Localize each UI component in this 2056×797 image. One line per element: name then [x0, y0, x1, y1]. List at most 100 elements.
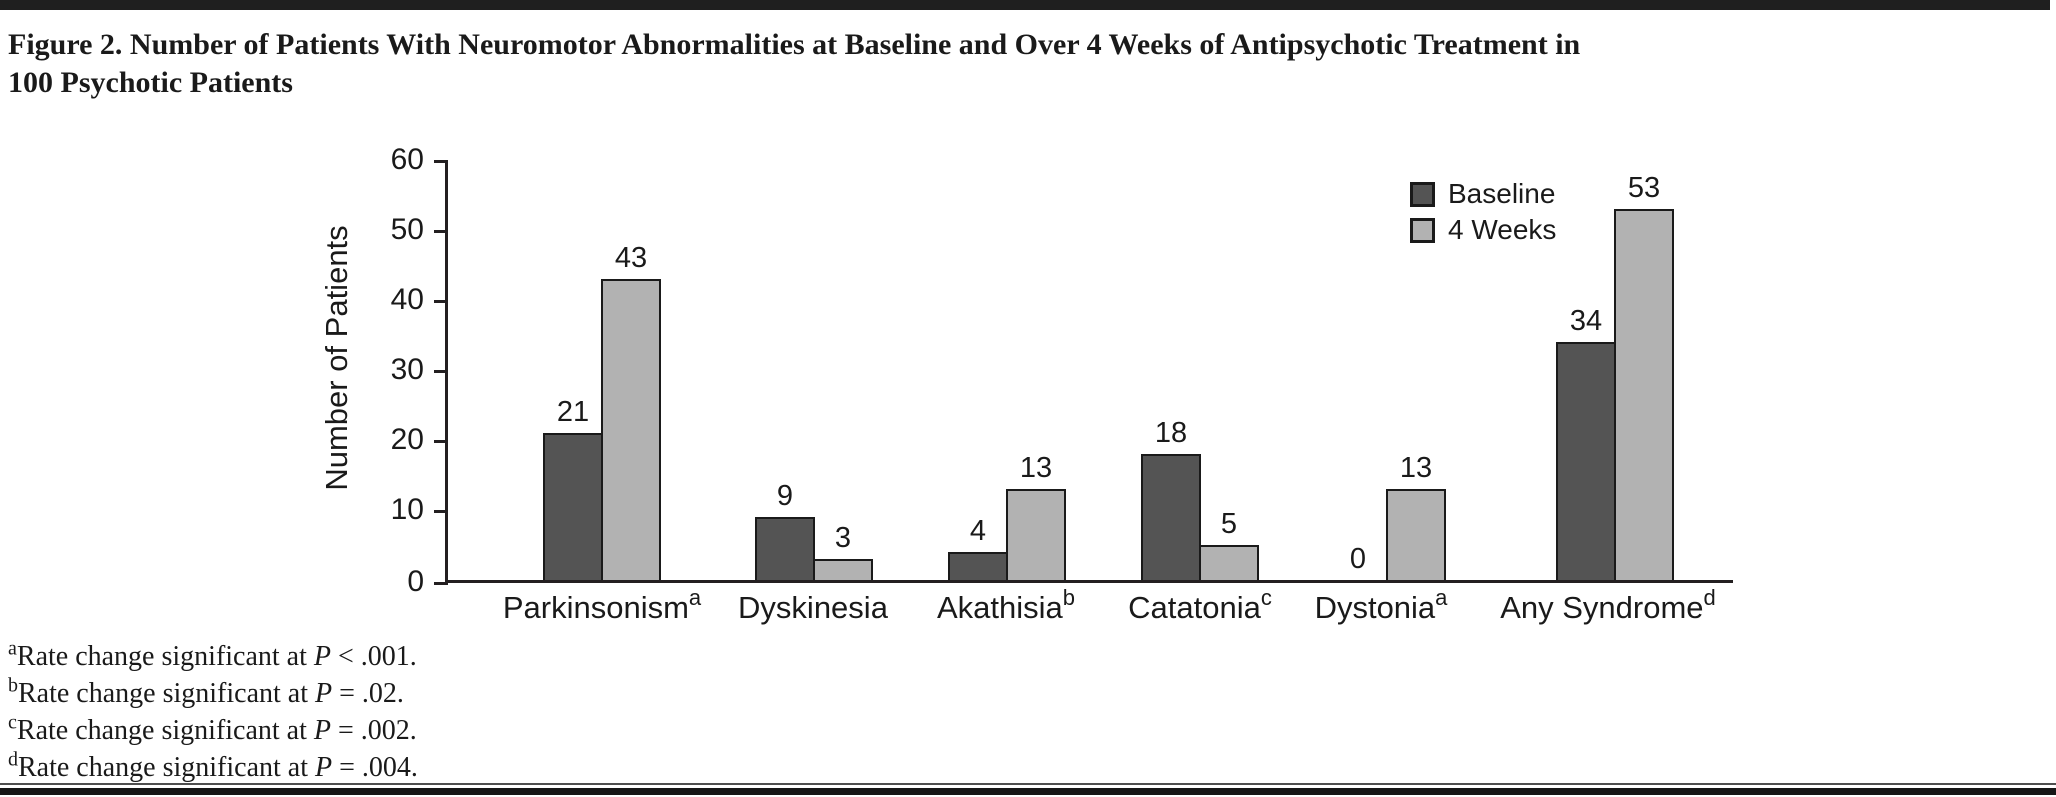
y-tick-label: 50	[390, 212, 424, 246]
footnotes: aRate change significant at P < .001. bR…	[8, 638, 418, 786]
footnote-pvalue: = .02.	[332, 678, 404, 709]
bar-value-label: 43	[614, 242, 648, 274]
bar-group-catatonia: 18 5	[1141, 419, 1259, 580]
baseline-bar	[755, 517, 815, 580]
category-footnote-marker: d	[1703, 584, 1716, 610]
bar-baseline-dyskinesia: 9	[755, 482, 815, 580]
bar-value-label: 9	[776, 480, 794, 512]
footnote-a: aRate change significant at P < .001.	[8, 638, 418, 675]
baseline-bar	[1141, 454, 1201, 580]
footnote-pvalue: < .001.	[331, 641, 417, 672]
4weeks-bar	[601, 279, 661, 580]
y-tick-mark	[434, 370, 448, 373]
y-axis-label: Number of Patients	[319, 225, 354, 491]
bar-4weeks-dyskinesia: 3	[813, 524, 873, 580]
bar-baseline-catatonia: 18	[1141, 419, 1201, 580]
y-tick-mark	[434, 160, 448, 163]
y-tick-label: 20	[390, 422, 424, 456]
footnote-c: cRate change significant at P = .002.	[8, 712, 418, 749]
bar-value-label: 5	[1220, 508, 1238, 540]
footnote-pvalue: = .002.	[331, 715, 417, 746]
y-tick-mark	[434, 510, 448, 513]
legend-label-baseline: Baseline	[1448, 178, 1556, 209]
x-label-any-syndrome: Any Syndromed	[1448, 586, 1768, 626]
footnote-b: bRate change significant at P = .02.	[8, 675, 418, 712]
bar-value-label: 34	[1569, 305, 1603, 337]
legend-swatch-baseline	[1410, 181, 1435, 207]
bar-4weeks-dystonia: 13	[1386, 454, 1446, 580]
figure-title: Figure 2. Number of Patients With Neurom…	[8, 28, 1581, 99]
bar-value-label: 13	[1019, 452, 1053, 484]
footnote-text: Rate change significant at	[18, 678, 315, 709]
x-label-catatonia: Catatoniac	[1040, 586, 1360, 626]
category-footnote-marker: b	[1062, 584, 1076, 610]
footnote-text: Rate change significant at	[18, 752, 315, 783]
bar-4weeks-catatonia: 5	[1199, 510, 1259, 580]
top-rule	[0, 0, 2050, 10]
y-tick-label: 60	[390, 142, 424, 176]
bar-value-label: 18	[1154, 417, 1188, 449]
y-tick-label: 40	[390, 282, 424, 316]
footnote-marker: d	[8, 748, 18, 771]
bar-4weeks-any-syndrome: 53	[1614, 174, 1674, 580]
4weeks-bar	[1006, 489, 1066, 580]
footnote-marker: a	[8, 637, 17, 660]
category-text: Akathisia	[936, 590, 1063, 625]
baseline-bar	[1556, 342, 1616, 580]
x-label-akathisia: Akathisiab	[846, 586, 1166, 626]
4weeks-bar	[1614, 209, 1674, 580]
p-symbol: P	[315, 678, 333, 709]
bar-baseline-dystonia: 0	[1328, 545, 1388, 580]
y-tick-mark	[434, 230, 448, 233]
category-text: Dyskinesia	[738, 590, 888, 625]
bar-4weeks-akathisia: 13	[1006, 454, 1066, 580]
bar-baseline-any-syndrome: 34	[1556, 307, 1616, 580]
y-tick-label: 0	[407, 564, 424, 598]
bar-group-any-syndrome: 34 53	[1556, 174, 1674, 580]
x-label-dystonia: Dystoniaa	[1221, 586, 1541, 626]
category-text: Parkinsonism	[502, 590, 689, 625]
category-footnote-marker: c	[1260, 584, 1272, 610]
x-label-dyskinesia: Dyskinesia	[653, 590, 973, 626]
y-tick-mark	[434, 300, 448, 303]
baseline-bar	[543, 433, 603, 580]
bar-value-label: 3	[834, 522, 852, 554]
category-text: Catatonia	[1128, 590, 1261, 625]
category-text: Any Syndrome	[1500, 590, 1704, 625]
bottom-rule-thin	[0, 783, 2056, 785]
p-symbol: P	[315, 752, 333, 783]
bar-group-dystonia: 0 13	[1328, 454, 1446, 580]
4weeks-bar	[1199, 545, 1259, 580]
bar-group-parkinsonism: 21 43	[543, 244, 661, 580]
legend-swatch-4weeks	[1410, 217, 1435, 243]
y-tick-mark	[434, 582, 448, 585]
footnote-text: Rate change significant at	[16, 641, 314, 672]
bar-group-dyskinesia: 9 3	[755, 482, 873, 580]
legend-label-4weeks: 4 Weeks	[1448, 214, 1557, 245]
4weeks-bar	[813, 559, 873, 580]
footnote-marker: c	[8, 711, 17, 734]
y-tick-label: 10	[390, 492, 424, 526]
legend-item-baseline: Baseline	[1410, 180, 1556, 208]
4weeks-bar	[1386, 489, 1446, 580]
footnote-pvalue: = .004.	[332, 752, 418, 783]
bar-value-label: 21	[556, 396, 590, 428]
y-tick-mark	[434, 440, 448, 443]
bar-value-label: 13	[1399, 452, 1433, 484]
bar-baseline-parkinsonism: 21	[543, 398, 603, 580]
footnote-d: dRate change significant at P = .004.	[8, 749, 418, 786]
category-footnote-marker: a	[1435, 584, 1448, 610]
bar-group-akathisia: 4 13	[948, 454, 1066, 580]
footnote-text: Rate change significant at	[16, 715, 314, 746]
category-footnote-marker: a	[688, 584, 702, 610]
bar-value-label: 0	[1349, 543, 1367, 575]
bottom-rule-thick	[0, 788, 2056, 795]
bar-value-label: 53	[1627, 172, 1661, 204]
bar-chart-plot-area: 0 10 20 30 40 50 60 21 43 9 3 4 13 18 5 …	[391, 144, 1733, 625]
bar-value-label: 4	[969, 515, 987, 547]
legend-item-4weeks: 4 Weeks	[1410, 216, 1556, 244]
baseline-bar	[948, 552, 1008, 580]
footnote-marker: b	[8, 674, 18, 697]
y-tick-label: 30	[390, 352, 424, 386]
